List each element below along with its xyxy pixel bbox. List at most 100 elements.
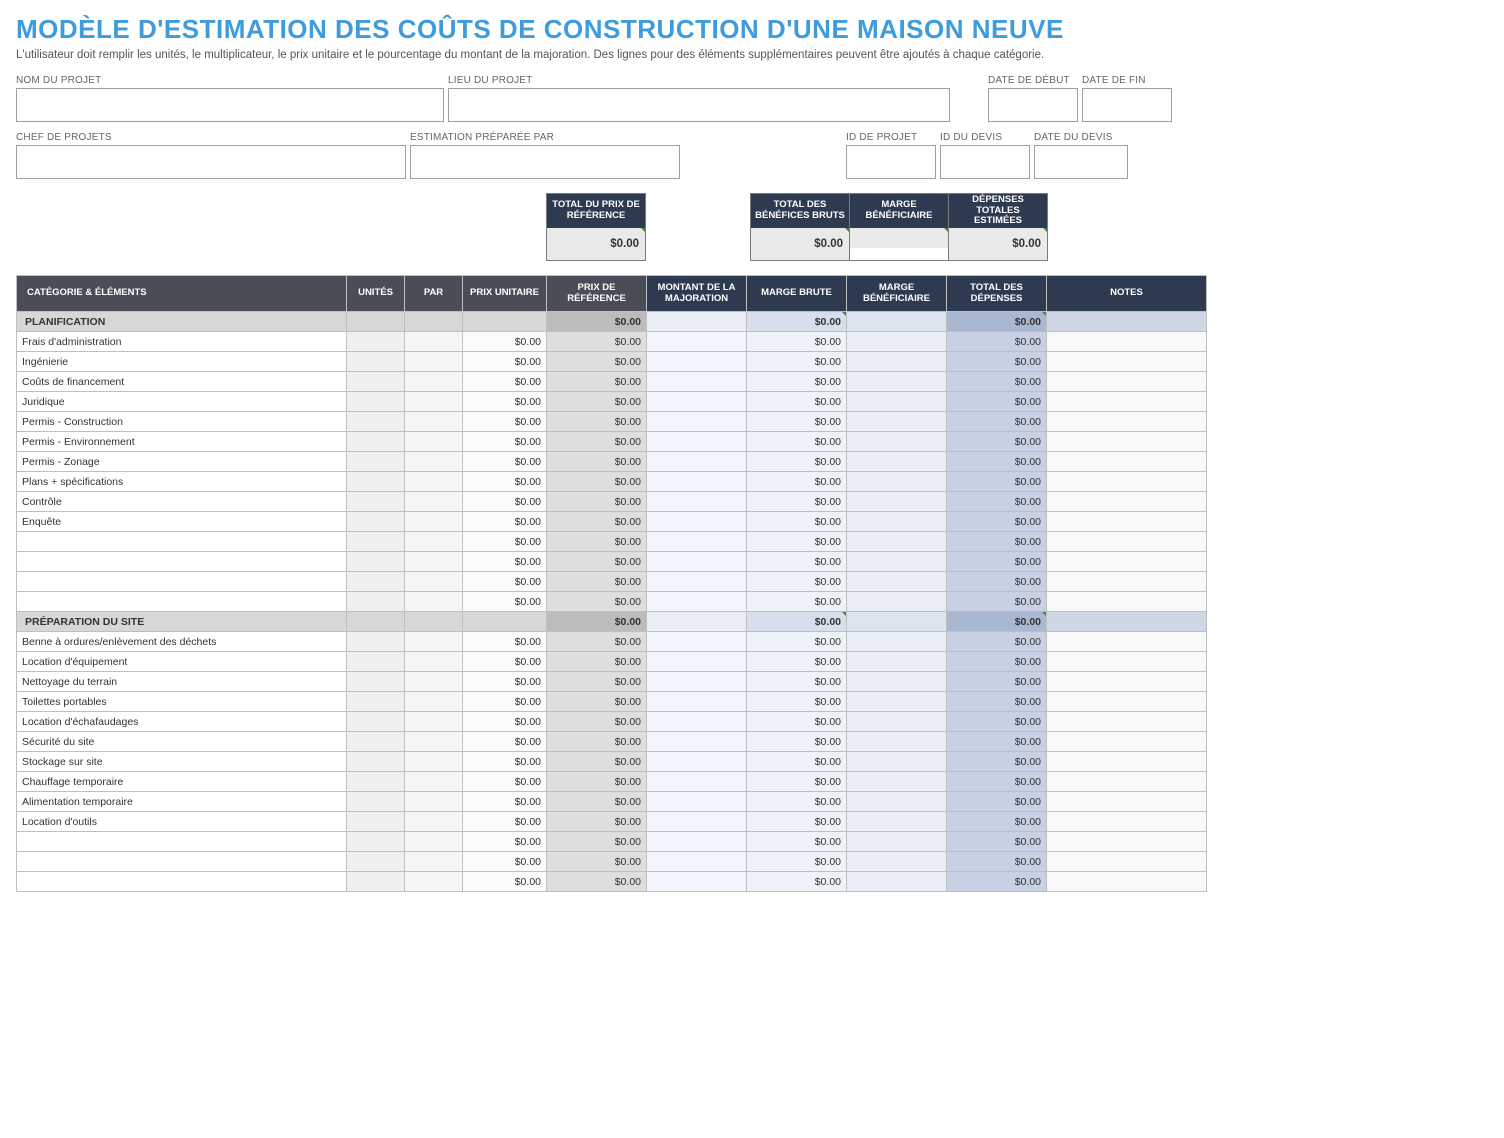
margin-cell[interactable] <box>847 452 947 472</box>
par-cell[interactable] <box>405 652 463 672</box>
markup-cell[interactable] <box>647 592 747 612</box>
unit-price-cell[interactable]: $0.00 <box>463 452 547 472</box>
markup-cell[interactable] <box>647 832 747 852</box>
cell[interactable] <box>647 312 747 332</box>
unit-price-cell[interactable]: $0.00 <box>463 332 547 352</box>
markup-cell[interactable] <box>647 652 747 672</box>
item-name[interactable] <box>17 552 347 572</box>
markup-cell[interactable] <box>647 772 747 792</box>
markup-cell[interactable] <box>647 512 747 532</box>
item-name[interactable] <box>17 872 347 892</box>
margin-cell[interactable] <box>847 472 947 492</box>
margin-cell[interactable] <box>847 732 947 752</box>
margin-cell[interactable] <box>847 812 947 832</box>
unit-price-cell[interactable]: $0.00 <box>463 692 547 712</box>
par-cell[interactable] <box>405 712 463 732</box>
unit-price-cell[interactable]: $0.00 <box>463 512 547 532</box>
par-cell[interactable] <box>405 532 463 552</box>
markup-cell[interactable] <box>647 692 747 712</box>
units-cell[interactable] <box>347 532 405 552</box>
markup-cell[interactable] <box>647 632 747 652</box>
item-name[interactable]: Plans + spécifications <box>17 472 347 492</box>
markup-cell[interactable] <box>647 732 747 752</box>
notes-cell[interactable] <box>1047 872 1207 892</box>
par-cell[interactable] <box>405 752 463 772</box>
item-name[interactable]: Toilettes portables <box>17 692 347 712</box>
units-cell[interactable] <box>347 572 405 592</box>
par-cell[interactable] <box>405 692 463 712</box>
units-cell[interactable] <box>347 732 405 752</box>
cell[interactable] <box>463 312 547 332</box>
prepared-by-input[interactable] <box>410 145 680 179</box>
markup-cell[interactable] <box>647 852 747 872</box>
unit-price-cell[interactable]: $0.00 <box>463 392 547 412</box>
unit-price-cell[interactable]: $0.00 <box>463 412 547 432</box>
item-name[interactable] <box>17 832 347 852</box>
margin-cell[interactable] <box>847 432 947 452</box>
item-name[interactable]: Stockage sur site <box>17 752 347 772</box>
project-id-input[interactable] <box>846 145 936 179</box>
margin-cell[interactable] <box>847 832 947 852</box>
notes-cell[interactable] <box>1047 412 1207 432</box>
item-name[interactable] <box>17 852 347 872</box>
notes-cell[interactable] <box>1047 752 1207 772</box>
unit-price-cell[interactable]: $0.00 <box>463 572 547 592</box>
unit-price-cell[interactable]: $0.00 <box>463 372 547 392</box>
par-cell[interactable] <box>405 392 463 412</box>
units-cell[interactable] <box>347 752 405 772</box>
units-cell[interactable] <box>347 492 405 512</box>
cell[interactable] <box>1047 312 1207 332</box>
par-cell[interactable] <box>405 352 463 372</box>
par-cell[interactable] <box>405 672 463 692</box>
unit-price-cell[interactable]: $0.00 <box>463 532 547 552</box>
unit-price-cell[interactable]: $0.00 <box>463 712 547 732</box>
par-cell[interactable] <box>405 412 463 432</box>
item-name[interactable]: Alimentation temporaire <box>17 792 347 812</box>
project-name-input[interactable] <box>16 88 444 122</box>
markup-cell[interactable] <box>647 752 747 772</box>
notes-cell[interactable] <box>1047 652 1207 672</box>
markup-cell[interactable] <box>647 572 747 592</box>
item-name[interactable]: Contrôle <box>17 492 347 512</box>
end-date-input[interactable] <box>1082 88 1172 122</box>
par-cell[interactable] <box>405 552 463 572</box>
margin-cell[interactable] <box>847 872 947 892</box>
markup-cell[interactable] <box>647 412 747 432</box>
units-cell[interactable] <box>347 632 405 652</box>
item-name[interactable]: Frais d'administration <box>17 332 347 352</box>
unit-price-cell[interactable]: $0.00 <box>463 812 547 832</box>
markup-cell[interactable] <box>647 532 747 552</box>
par-cell[interactable] <box>405 732 463 752</box>
item-name[interactable]: Nettoyage du terrain <box>17 672 347 692</box>
unit-price-cell[interactable]: $0.00 <box>463 752 547 772</box>
units-cell[interactable] <box>347 412 405 432</box>
units-cell[interactable] <box>347 872 405 892</box>
markup-cell[interactable] <box>647 392 747 412</box>
notes-cell[interactable] <box>1047 832 1207 852</box>
item-name[interactable]: Permis - Environnement <box>17 432 347 452</box>
notes-cell[interactable] <box>1047 432 1207 452</box>
unit-price-cell[interactable]: $0.00 <box>463 552 547 572</box>
margin-cell[interactable] <box>847 672 947 692</box>
notes-cell[interactable] <box>1047 492 1207 512</box>
notes-cell[interactable] <box>1047 852 1207 872</box>
notes-cell[interactable] <box>1047 472 1207 492</box>
item-name[interactable] <box>17 572 347 592</box>
margin-cell[interactable] <box>847 692 947 712</box>
unit-price-cell[interactable]: $0.00 <box>463 352 547 372</box>
units-cell[interactable] <box>347 652 405 672</box>
units-cell[interactable] <box>347 712 405 732</box>
item-name[interactable]: Chauffage temporaire <box>17 772 347 792</box>
notes-cell[interactable] <box>1047 532 1207 552</box>
notes-cell[interactable] <box>1047 572 1207 592</box>
notes-cell[interactable] <box>1047 732 1207 752</box>
notes-cell[interactable] <box>1047 632 1207 652</box>
units-cell[interactable] <box>347 512 405 532</box>
notes-cell[interactable] <box>1047 372 1207 392</box>
units-cell[interactable] <box>347 552 405 572</box>
markup-cell[interactable] <box>647 812 747 832</box>
unit-price-cell[interactable]: $0.00 <box>463 832 547 852</box>
unit-price-cell[interactable]: $0.00 <box>463 472 547 492</box>
par-cell[interactable] <box>405 512 463 532</box>
notes-cell[interactable] <box>1047 552 1207 572</box>
